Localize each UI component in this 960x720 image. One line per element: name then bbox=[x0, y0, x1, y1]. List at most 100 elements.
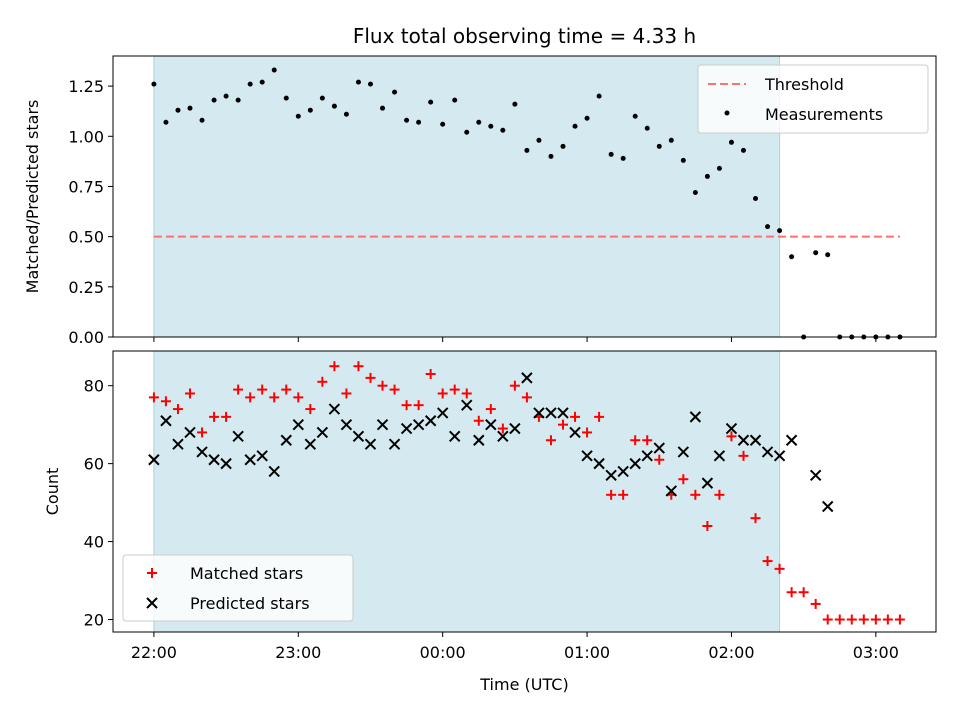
predicted-star-point bbox=[725, 422, 738, 435]
matched-star-point bbox=[750, 513, 761, 524]
matched-star-point bbox=[353, 361, 364, 372]
count-legend: Matched stars Predicted stars bbox=[122, 554, 354, 622]
matched-star-point bbox=[329, 361, 340, 372]
matched-star-point bbox=[545, 435, 556, 446]
cross-stroke bbox=[485, 418, 497, 431]
measurement-point bbox=[175, 107, 181, 113]
matched-star-point bbox=[702, 520, 713, 531]
predicted-star-point bbox=[148, 454, 160, 466]
measurement-point bbox=[620, 155, 626, 161]
x-axis-label: Time (UTC) bbox=[479, 675, 568, 694]
predicted-star-point bbox=[316, 426, 329, 439]
predicted-star-point bbox=[196, 446, 208, 458]
measurement-point bbox=[536, 137, 542, 143]
cross-stroke bbox=[773, 450, 786, 462]
matched-star-point bbox=[293, 392, 304, 403]
legend-measurement-swatch bbox=[724, 110, 730, 116]
measurement-point bbox=[668, 137, 674, 143]
y-tick-label: 1.25 bbox=[68, 77, 104, 96]
ratio-x-ticks bbox=[153, 337, 877, 342]
matched-star-point bbox=[810, 598, 821, 609]
matched-star-point bbox=[774, 563, 785, 574]
matched-star-point bbox=[209, 411, 220, 422]
measurement-point bbox=[199, 117, 205, 123]
predicted-star-point bbox=[617, 465, 629, 478]
matched-star-point bbox=[834, 614, 845, 625]
matched-star-point bbox=[630, 435, 641, 446]
predicted-star-point bbox=[220, 457, 232, 470]
measurement-point bbox=[488, 123, 494, 129]
matched-star-point bbox=[389, 384, 400, 395]
matched-star-point bbox=[762, 556, 773, 567]
cross-stroke bbox=[244, 454, 256, 466]
y-tick-label: 1.00 bbox=[68, 127, 104, 146]
matched-star-point bbox=[726, 431, 737, 442]
measurement-point bbox=[392, 89, 398, 95]
matched-star-point bbox=[846, 614, 857, 625]
y-tick-label: 0.00 bbox=[68, 328, 104, 347]
matched-star-point bbox=[413, 400, 424, 411]
count-y-axis-label: Count bbox=[43, 468, 62, 516]
cross-stroke bbox=[352, 430, 365, 443]
x-tick-label: 02:00 bbox=[708, 643, 754, 662]
matched-star-point bbox=[654, 454, 665, 465]
cross-stroke bbox=[701, 477, 714, 489]
predicted-star-point bbox=[244, 454, 256, 466]
cross-stroke bbox=[761, 446, 774, 458]
cross-stroke bbox=[400, 422, 413, 435]
predicted-star-point bbox=[232, 430, 244, 443]
matched-star-point bbox=[257, 384, 268, 395]
measurement-point bbox=[584, 115, 590, 121]
matched-star-point bbox=[172, 404, 183, 415]
predicted-star-point bbox=[461, 399, 473, 411]
matched-star-point bbox=[786, 587, 797, 598]
matched-star-point bbox=[570, 411, 581, 422]
cross-stroke bbox=[388, 438, 401, 450]
measurement-point bbox=[825, 252, 831, 258]
measurement-point bbox=[512, 101, 518, 107]
measurement-point bbox=[476, 119, 482, 125]
cross-stroke bbox=[280, 434, 292, 446]
matched-star-points bbox=[148, 361, 905, 625]
predicted-star-point bbox=[533, 407, 545, 419]
cross-stroke bbox=[737, 434, 750, 446]
cross-stroke bbox=[641, 450, 653, 462]
cross-stroke bbox=[569, 426, 581, 439]
cross-stroke bbox=[316, 426, 329, 439]
y-tick-label: 20 bbox=[84, 611, 104, 630]
cross-stroke bbox=[617, 465, 629, 478]
matched-star-point bbox=[221, 411, 232, 422]
matched-star-point bbox=[582, 427, 593, 438]
measurement-point bbox=[404, 117, 410, 123]
matched-star-point bbox=[160, 396, 171, 407]
measurement-point bbox=[452, 97, 458, 103]
ratio-legend-box bbox=[697, 64, 929, 134]
measurement-point bbox=[740, 147, 746, 153]
matched-star-point bbox=[197, 427, 208, 438]
cross-stroke bbox=[376, 418, 389, 431]
measurement-point bbox=[632, 113, 638, 119]
matched-star-point bbox=[317, 376, 328, 387]
matched-star-point bbox=[618, 489, 629, 500]
ratio-y-ticks: 0.00 0.25 0.50 0.75 1.00 1.25 bbox=[68, 77, 113, 347]
predicted-star-point bbox=[641, 450, 653, 462]
predicted-star-point bbox=[497, 430, 509, 443]
count-y-ticks: 20 40 60 80 bbox=[84, 377, 113, 630]
cross-stroke bbox=[328, 403, 341, 415]
measurement-point bbox=[548, 153, 554, 159]
measurement-point bbox=[716, 165, 722, 171]
measurement-point bbox=[235, 97, 241, 103]
matched-star-point bbox=[401, 400, 412, 411]
cross-stroke bbox=[340, 418, 353, 431]
predicted-star-point bbox=[545, 407, 557, 419]
predicted-star-point bbox=[773, 450, 786, 462]
matched-star-point bbox=[148, 392, 159, 403]
matched-star-point bbox=[497, 423, 508, 434]
matched-star-point bbox=[509, 380, 520, 391]
cross-stroke bbox=[184, 426, 196, 439]
predicted-star-point bbox=[677, 446, 690, 458]
cross-stroke bbox=[364, 438, 377, 450]
count-x-ticks: 22:00 23:00 00:00 01:00 02:00 03:00 bbox=[131, 632, 899, 662]
ratio-panel-frame bbox=[112, 55, 937, 338]
cross-stroke bbox=[449, 430, 461, 443]
